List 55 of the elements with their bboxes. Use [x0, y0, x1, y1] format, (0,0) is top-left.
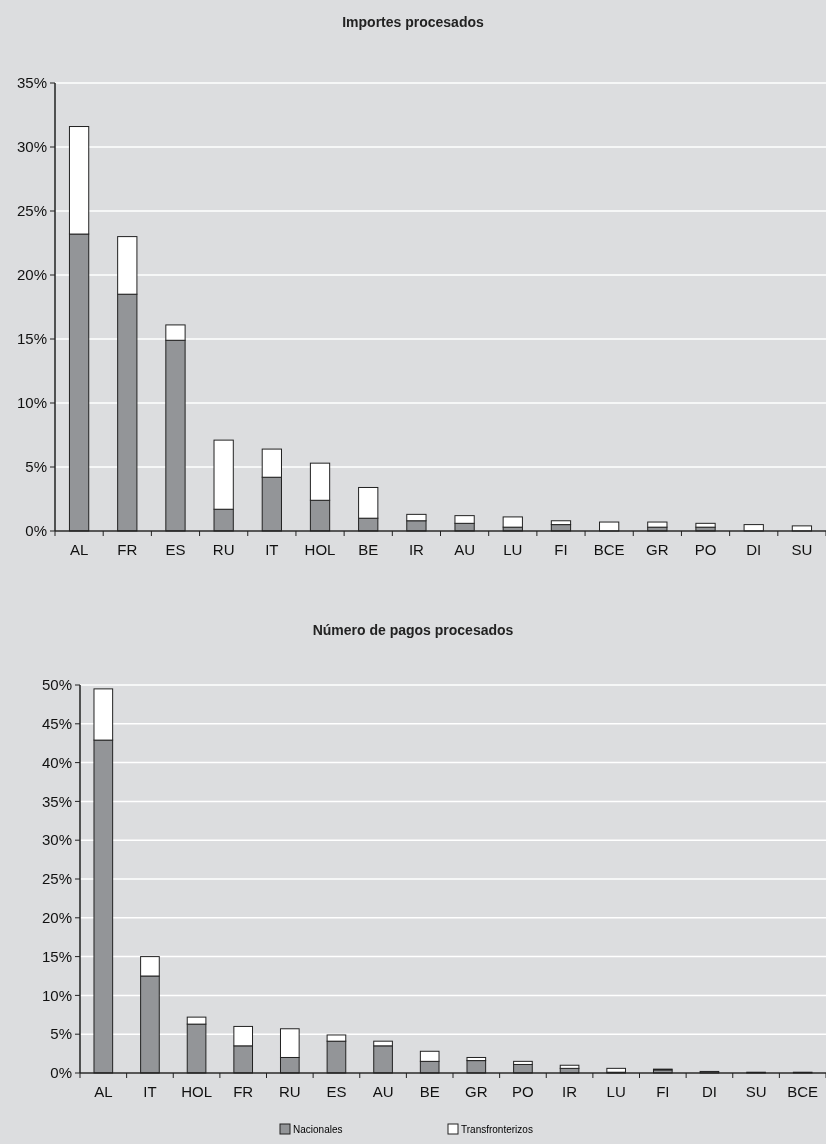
x-tick-label: LU [606, 1083, 626, 1100]
x-tick-label: LU [503, 541, 523, 558]
x-tick-label: HOL [304, 541, 336, 558]
x-tick-label: DI [746, 541, 762, 558]
x-tick-label: FI [554, 541, 568, 558]
y-tick-label: 50% [41, 676, 72, 694]
x-tick-label: RU [278, 1083, 301, 1100]
x-tick-label: BCE [787, 1083, 819, 1100]
y-tick-label: 30% [41, 831, 72, 849]
x-tick-label: FR [117, 541, 138, 558]
y-tick-label: 30% [16, 138, 47, 156]
x-tick-label: AU [454, 541, 476, 558]
x-tick-label: RU [212, 541, 235, 558]
y-tick-label: 15% [41, 947, 72, 965]
y-tick-label: 35% [16, 74, 47, 92]
y-tick-label: 0% [50, 1064, 72, 1082]
x-tick-label: FR [233, 1083, 254, 1100]
y-tick-label: 0% [25, 522, 47, 540]
y-tick-label: 20% [41, 909, 72, 927]
x-tick-label: PO [512, 1083, 534, 1100]
chart-title: Importes procesados [342, 14, 485, 30]
y-tick-label: 35% [41, 792, 72, 810]
y-tick-label: 10% [41, 986, 72, 1004]
x-tick-label: AU [372, 1083, 394, 1100]
x-tick-label: ES [165, 541, 186, 558]
y-tick-label: 45% [41, 715, 72, 733]
y-tick-label: 40% [41, 753, 72, 771]
x-tick-label: BCE [593, 541, 625, 558]
x-tick-label: AL [94, 1083, 113, 1100]
y-tick-label: 10% [16, 394, 47, 412]
y-tick-label: 15% [16, 330, 47, 348]
y-tick-label: 5% [25, 458, 47, 476]
y-tick-label: 20% [16, 266, 47, 284]
x-tick-label: SU [791, 541, 813, 558]
x-tick-label: AL [69, 541, 89, 558]
chart-title: Número de pagos procesados [312, 622, 514, 638]
x-tick-label: FI [656, 1083, 670, 1100]
x-tick-label: IR [408, 541, 425, 558]
x-tick-label: SU [745, 1083, 767, 1100]
x-tick-label: IR [562, 1083, 578, 1100]
x-tick-label: GR [646, 541, 669, 558]
x-tick-label: BE [358, 541, 379, 558]
legend-label: Transfronterizos [461, 1124, 533, 1135]
x-tick-label: ES [326, 1083, 347, 1100]
x-tick-label: IT [143, 1083, 157, 1100]
x-tick-label: HOL [181, 1083, 212, 1100]
x-tick-label: IT [265, 541, 279, 558]
y-tick-label: 25% [41, 870, 72, 888]
x-tick-label: PO [694, 541, 717, 558]
y-tick-label: 25% [16, 202, 47, 220]
x-tick-label: GR [465, 1083, 488, 1100]
y-tick-label: 5% [50, 1025, 72, 1043]
x-tick-label: DI [701, 1083, 717, 1100]
legend-label: Nacionales [293, 1124, 343, 1135]
x-tick-label: BE [419, 1083, 440, 1100]
